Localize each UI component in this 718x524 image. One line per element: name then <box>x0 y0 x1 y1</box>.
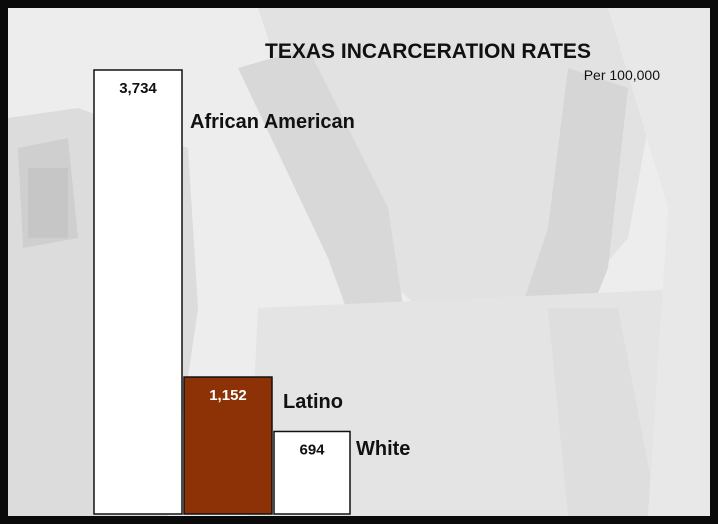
bar-white <box>273 430 351 515</box>
bar-african-american <box>93 69 183 515</box>
category-label-african-american: African American <box>190 111 355 133</box>
bars-group <box>93 69 351 515</box>
value-label-african-american: 3,734 <box>119 80 157 97</box>
category-label-latino: Latino <box>283 391 343 413</box>
chart-title: TEXAS INCARCERATION RATES <box>265 40 591 63</box>
value-label-white: 694 <box>299 441 325 458</box>
chart-subtitle: Per 100,000 <box>584 67 660 83</box>
value-labels-group: 3,734 1,152 694 <box>119 80 325 458</box>
category-label-white: White <box>356 438 410 460</box>
category-labels-group: African American Latino White <box>190 111 410 460</box>
value-label-latino: 1,152 <box>209 387 247 404</box>
bar-chart: TEXAS INCARCERATION RATES Per 100,000 3,… <box>93 40 660 515</box>
bar-latino <box>183 376 273 515</box>
